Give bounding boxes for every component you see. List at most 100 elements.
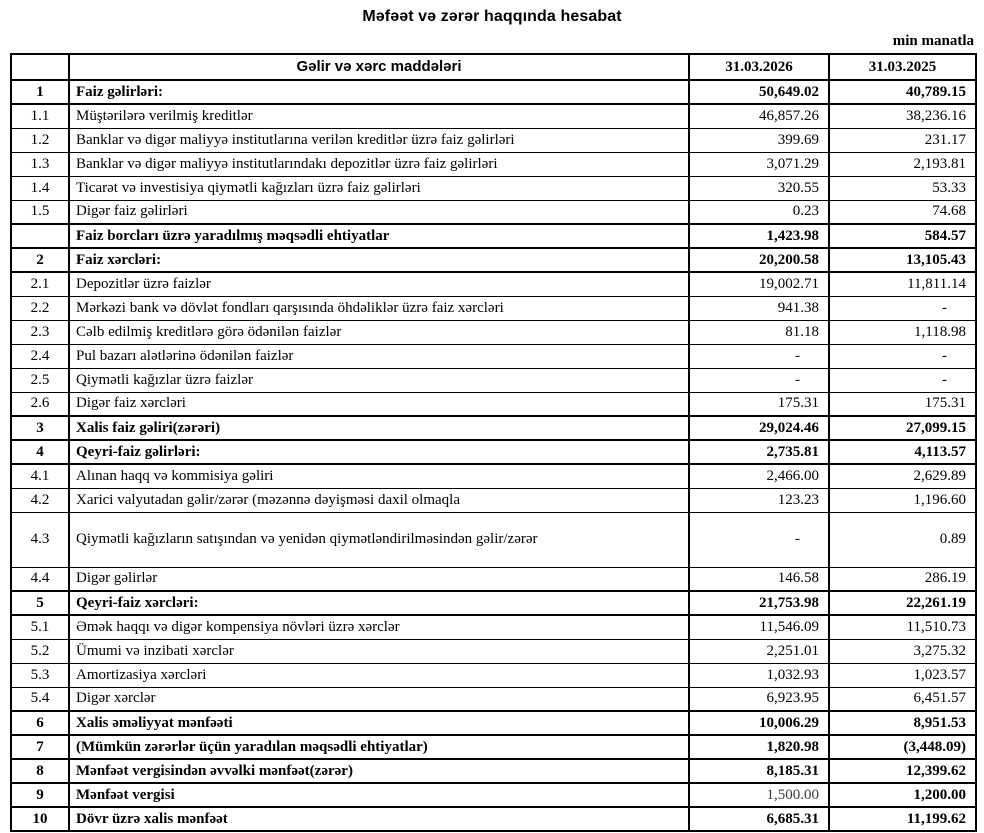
value-2025: 286.19 [828, 566, 977, 592]
value-2026: 2,251.01 [688, 638, 830, 664]
row-label: Alınan haqq və kommisiya gəliri [68, 463, 690, 489]
table-row: 1.4 Ticarət və investisiya qiymətli kağız… [10, 175, 977, 201]
row-label: (Mümkün zərərlər üçün yaradılan məqsədli… [68, 734, 690, 760]
row-label: Digər xərclər [68, 686, 690, 712]
header-cell-date-2026: 31.03.2026 [688, 53, 830, 81]
row-number: 5.2 [10, 638, 70, 664]
row-number: 4.2 [10, 487, 70, 513]
value-2026: 1,423.98 [688, 223, 830, 249]
row-label: Pul bazarı alətlərinə ödənilən faizlər [68, 343, 690, 369]
table-row: 1 Faiz gəlirləri: 50,649.02 40,789.15 [10, 79, 977, 105]
header-cell-date-2025: 31.03.2025 [828, 53, 977, 81]
value-2026: 123.23 [688, 487, 830, 513]
value-2025: 11,811.14 [828, 271, 977, 297]
row-number: 4.3 [10, 511, 70, 568]
row-label: Banklar və digər maliyyə institutlarında… [68, 151, 690, 177]
table-row: 4.2 Xarici valyutadan gəlir/zərər (məzənn… [10, 487, 977, 513]
header-cell-empty [10, 53, 70, 81]
row-label: Faiz gəlirləri: [68, 79, 690, 105]
table-row: 4.3 Qiymətli kağızların satışından və yen… [10, 511, 977, 568]
row-number: 5.1 [10, 614, 70, 640]
row-label: Qeyri-faiz gəlirləri: [68, 439, 690, 465]
value-2025: (3,448.09) [828, 734, 977, 760]
value-2026: 21,753.98 [688, 590, 830, 616]
table-row: 2.3 Cəlb edilmiş kreditlərə görə ödənilən… [10, 319, 977, 345]
value-2026: - [688, 343, 830, 369]
table-row: 4 Qeyri-faiz gəlirləri: 2,735.81 4,113.57 [10, 439, 977, 465]
row-number: 2 [10, 247, 70, 273]
value-2026: 10,006.29 [688, 710, 830, 736]
table-row: 1.3 Banklar və digər maliyyə institutları… [10, 151, 977, 177]
value-2025: 27,099.15 [828, 415, 977, 441]
row-label: Xalis əməliyyat mənfəəti [68, 710, 690, 736]
value-2025: 74.68 [828, 199, 977, 225]
table-row: 10 Dövr üzrə xalis mənfəət 6,685.31 11,199.… [10, 806, 977, 832]
value-2025: 1,023.57 [828, 662, 977, 688]
value-2026: 6,685.31 [688, 806, 830, 832]
table-row: 6 Xalis əməliyyat mənfəəti 10,006.29 8,951.… [10, 710, 977, 736]
row-label: Mərkəzi bank və dövlət fondları qarşısın… [68, 295, 690, 321]
value-2026: 3,071.29 [688, 151, 830, 177]
value-2025: - [828, 367, 977, 393]
row-label: Əmək haqqı və digər kompensiya növləri ü… [68, 614, 690, 640]
value-2026: 81.18 [688, 319, 830, 345]
table-row: 2.5 Qiymətli kağızlar üzrə faizlər - - [10, 367, 977, 393]
value-2025: 175.31 [828, 391, 977, 417]
value-2026: 1,032.93 [688, 662, 830, 688]
value-2026: 1,500.00 [688, 782, 830, 808]
value-2025: 1,118.98 [828, 319, 977, 345]
table-row: 5.3 Amortizasiya xərcləri 1,032.93 1,023.57 [10, 662, 977, 688]
row-number: 8 [10, 758, 70, 784]
value-2025: - [828, 295, 977, 321]
value-2025: 584.57 [828, 223, 977, 249]
row-label: Banklar və digər maliyyə institutlarına … [68, 127, 690, 153]
value-2025: 231.17 [828, 127, 977, 153]
value-2025: 12,399.62 [828, 758, 977, 784]
value-2026: 20,200.58 [688, 247, 830, 273]
value-2026: 50,649.02 [688, 79, 830, 105]
value-2025: 8,951.53 [828, 710, 977, 736]
table-row: 7 (Mümkün zərərlər üçün yaradılan məqsədl… [10, 734, 977, 760]
value-2025: 6,451.57 [828, 686, 977, 712]
row-number: 1.1 [10, 103, 70, 129]
value-2025: - [828, 343, 977, 369]
value-2026: 146.58 [688, 566, 830, 592]
table-row: 1.1 Müştərilərə verilmiş kreditlər 46,857.… [10, 103, 977, 129]
value-2026: 8,185.31 [688, 758, 830, 784]
value-2025: 1,200.00 [828, 782, 977, 808]
row-label: Qiymətli kağızların satışından və yenidə… [68, 511, 690, 568]
row-number: 1.2 [10, 127, 70, 153]
row-label: Ümumi və inzibati xərclər [68, 638, 690, 664]
row-number: 7 [10, 734, 70, 760]
table-row: 4.4 Digər gəlirlər 146.58 286.19 [10, 566, 977, 592]
row-label: Mənfəət vergisi [68, 782, 690, 808]
value-2026: 11,546.09 [688, 614, 830, 640]
value-2026: 1,820.98 [688, 734, 830, 760]
row-label: Ticarət və investisiya qiymətli kağızlar… [68, 175, 690, 201]
row-number [10, 223, 70, 249]
row-label: Xalis faiz gəliri(zərəri) [68, 415, 690, 441]
row-label: Amortizasiya xərcləri [68, 662, 690, 688]
row-number: 6 [10, 710, 70, 736]
value-2026: 29,024.46 [688, 415, 830, 441]
table-row: 5.2 Ümumi və inzibati xərclər 2,251.01 3,27… [10, 638, 977, 664]
row-number: 1.5 [10, 199, 70, 225]
row-label: Müştərilərə verilmiş kreditlər [68, 103, 690, 129]
value-2026: - [688, 511, 830, 568]
row-number: 5.4 [10, 686, 70, 712]
row-label: Xarici valyutadan gəlir/zərər (məzənnə d… [68, 487, 690, 513]
row-number: 4 [10, 439, 70, 465]
value-2026: 175.31 [688, 391, 830, 417]
row-number: 1 [10, 79, 70, 105]
table-row: 5.1 Əmək haqqı və digər kompensiya növlər… [10, 614, 977, 640]
row-number: 5.3 [10, 662, 70, 688]
table-row: 5 Qeyri-faiz xərcləri: 21,753.98 22,261.19 [10, 590, 977, 616]
table-row: 1.2 Banklar və digər maliyyə institutları… [10, 127, 977, 153]
row-number: 2.4 [10, 343, 70, 369]
table-row: 2.1 Depozitlər üzrə faizlər 19,002.71 11,81… [10, 271, 977, 297]
value-2025: 2,629.89 [828, 463, 977, 489]
table-row: 4.1 Alınan haqq və kommisiya gəliri 2,466.… [10, 463, 977, 489]
statement-table-body: 1 Faiz gəlirləri: 50,649.02 40,789.15 1.1 Müş… [10, 79, 977, 832]
value-2025: 3,275.32 [828, 638, 977, 664]
